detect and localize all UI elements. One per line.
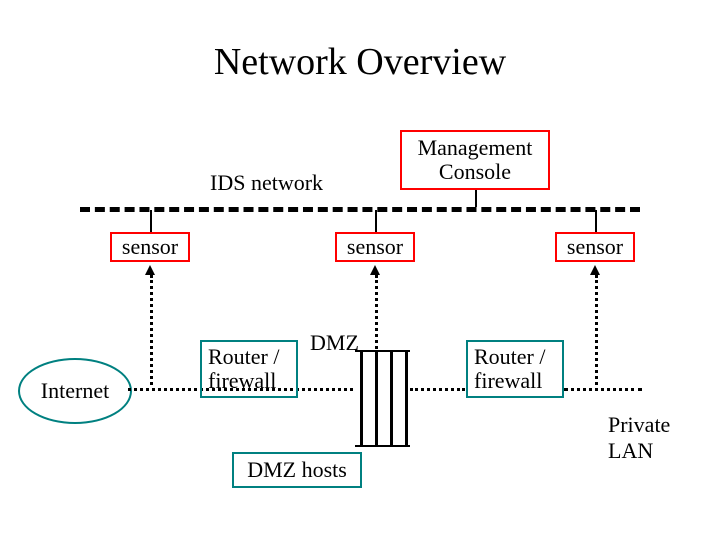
sensor-right-uplink xyxy=(595,275,598,385)
sensor-mid-arrow xyxy=(370,265,380,275)
sensor-mid: sensor xyxy=(335,232,415,262)
router-firewall-left: Router / firewall xyxy=(200,340,298,398)
dmz-right-connector xyxy=(410,388,465,391)
sensor-mid-stub xyxy=(375,210,377,232)
internet-node: Internet xyxy=(18,358,132,424)
dmz-hosts-connector xyxy=(355,445,410,447)
dmz-stub-4 xyxy=(405,350,408,445)
page-title: Network Overview xyxy=(0,40,720,84)
mgmt-console-stub xyxy=(475,190,477,207)
dmz-stub-3 xyxy=(390,350,393,445)
router-firewall-right: Router / firewall xyxy=(466,340,564,398)
ids-network-label: IDS network xyxy=(210,170,323,196)
sensor-left: sensor xyxy=(110,232,190,262)
sensor-right-arrow xyxy=(590,265,600,275)
ids-network-line xyxy=(80,207,640,212)
sensor-right: sensor xyxy=(555,232,635,262)
sensor-left-uplink xyxy=(150,275,153,385)
sensor-left-stub xyxy=(150,210,152,232)
private-lan-label: Private LAN xyxy=(608,412,720,464)
sensor-right-stub xyxy=(595,210,597,232)
management-console: Management Console xyxy=(400,130,550,190)
dmz-stub-2 xyxy=(375,350,378,445)
dmz-label: DMZ xyxy=(310,330,359,356)
right-segment-line xyxy=(564,388,642,391)
dmz-top-bar xyxy=(355,350,410,352)
dmz-hosts: DMZ hosts xyxy=(232,452,362,488)
sensor-left-arrow xyxy=(145,265,155,275)
dmz-stub-1 xyxy=(360,350,363,445)
